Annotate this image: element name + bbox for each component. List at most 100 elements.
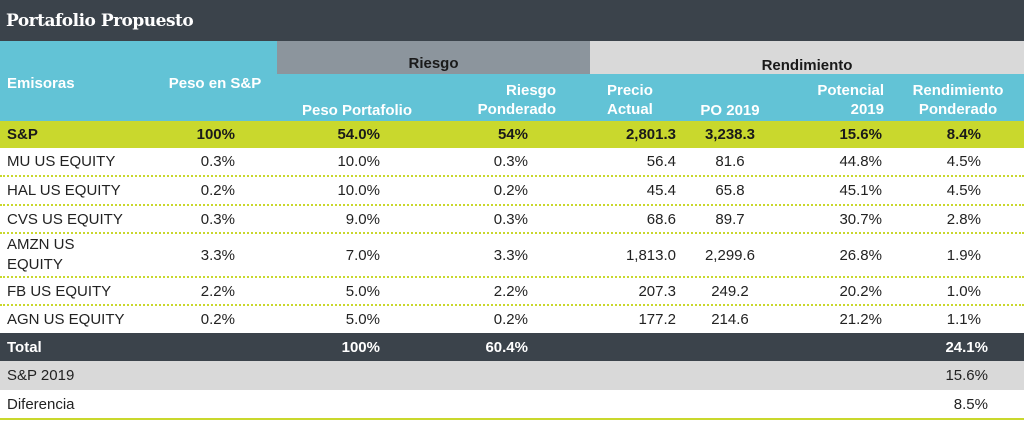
- cell-peso-sp: 0.3%: [200, 153, 235, 170]
- row-name: MU US EQUITY: [7, 153, 116, 170]
- cell-peso-sp: 2.2%: [200, 282, 235, 300]
- header-group-blank: [0, 41, 277, 74]
- cell-potencial: 45.1%: [839, 182, 882, 199]
- header-potencial-2: 2019: [850, 101, 884, 118]
- cell-rendimiento-ponderado: 15.6%: [945, 367, 988, 384]
- cell-rendimiento-ponderado: 4.5%: [946, 153, 981, 170]
- row-name: CVS US EQUITY: [7, 210, 123, 228]
- cell-rendimiento-ponderado: 1.0%: [946, 282, 981, 300]
- table-row: CVS US EQUITY 0.3% 9.0% 0.3% 68.6 89.7 3…: [0, 206, 1024, 232]
- cell-peso-sp: 0.2%: [200, 182, 235, 199]
- riesgo-group-label: Riesgo: [408, 55, 459, 72]
- cell-po-2019: 249.2: [711, 282, 749, 300]
- header-rendimiento-ponderado-2: Ponderado: [918, 101, 998, 118]
- cell-peso-sp: 100%: [196, 126, 235, 143]
- header-po-2019: PO 2019: [700, 102, 760, 119]
- cell-riesgo-ponderado: 0.2%: [493, 310, 528, 328]
- table-row: AMZN US EQUITY 3.3% 7.0% 3.3% 1,813.0 2,…: [0, 234, 1024, 276]
- header-emisoras: Emisoras: [7, 75, 75, 92]
- cell-precio-actual: 1,813.0: [625, 246, 676, 264]
- row-divider: [0, 204, 1024, 206]
- row-name: S&P: [7, 126, 38, 143]
- cell-peso-sp: 0.3%: [200, 210, 235, 228]
- cell-rendimiento-ponderado: 4.5%: [946, 182, 981, 199]
- row-divider: [0, 175, 1024, 177]
- header-group-rendimiento: Rendimiento: [590, 41, 1024, 74]
- cell-riesgo-ponderado: 2.2%: [493, 282, 528, 300]
- table-row-sp-2019: S&P 2019 15.6%: [0, 361, 1024, 390]
- cell-peso-portafolio: 10.0%: [337, 153, 380, 170]
- cell-potencial: 21.2%: [839, 310, 882, 328]
- row-name-line-2: EQUITY: [7, 256, 63, 273]
- cell-precio-actual: 177.2: [638, 310, 676, 328]
- table-bottom-rule: [0, 418, 1024, 420]
- page-title: Portafolio Propuesto: [6, 10, 194, 31]
- header-rendimiento-ponderado-1: Rendimiento: [912, 82, 1004, 99]
- header-precio-actual-1: Precio: [607, 82, 653, 99]
- row-name: HAL US EQUITY: [7, 182, 121, 199]
- row-divider: [0, 304, 1024, 306]
- cell-po-2019: 81.6: [715, 153, 745, 170]
- cell-peso-portafolio: 5.0%: [345, 282, 380, 300]
- cell-riesgo-ponderado: 3.3%: [493, 246, 528, 264]
- header-peso-sp: Peso en S&P: [168, 75, 262, 92]
- rendimiento-group-label: Rendimiento: [761, 57, 853, 74]
- cell-po-2019: 89.7: [715, 210, 745, 228]
- row-name: FB US EQUITY: [7, 282, 112, 300]
- cell-po-2019: 3,238.3: [704, 126, 756, 143]
- cell-po-2019: 65.8: [715, 182, 745, 199]
- row-divider: [0, 232, 1024, 234]
- cell-peso-sp: 3.3%: [200, 246, 235, 264]
- cell-riesgo-ponderado: 0.3%: [493, 210, 528, 228]
- cell-riesgo-ponderado: 0.3%: [493, 153, 528, 170]
- row-name: AMZN US EQUITY: [0, 234, 167, 276]
- table-row-sp: S&P 100% 54.0% 54% 2,801.3 3,238.3 15.6%…: [0, 121, 1024, 148]
- cell-precio-actual: 45.4: [646, 182, 676, 199]
- header-peso-portafolio: Peso Portafolio: [301, 102, 413, 119]
- table-row: HAL US EQUITY 0.2% 10.0% 0.2% 45.4 65.8 …: [0, 177, 1024, 204]
- cell-potencial: 15.6%: [839, 126, 882, 143]
- cell-potencial: 26.8%: [839, 246, 882, 264]
- header-band: [0, 74, 1024, 121]
- cell-potencial: 20.2%: [839, 282, 882, 300]
- cell-precio-actual: 2,801.3: [625, 126, 676, 143]
- cell-precio-actual: 68.6: [646, 210, 676, 228]
- table-row: AGN US EQUITY 0.2% 5.0% 0.2% 177.2 214.6…: [0, 306, 1024, 332]
- header-group-riesgo: Riesgo: [277, 41, 590, 74]
- cell-peso-portafolio: 9.0%: [345, 210, 380, 228]
- cell-rendimiento-ponderado: 8.5%: [953, 395, 988, 413]
- cell-peso-sp: 0.2%: [200, 310, 235, 328]
- cell-riesgo-ponderado: 60.4%: [485, 338, 528, 356]
- header-riesgo-ponderado-2: Ponderado: [477, 101, 556, 118]
- cell-rendimiento-ponderado: 1.9%: [946, 246, 981, 264]
- row-name: Total: [7, 338, 42, 356]
- table-row-total: Total 100% 60.4% 24.1%: [0, 333, 1024, 361]
- cell-potencial: 30.7%: [839, 210, 882, 228]
- header-precio-actual-2: Actual: [607, 101, 653, 118]
- table-row: FB US EQUITY 2.2% 5.0% 2.2% 207.3 249.2 …: [0, 278, 1024, 304]
- table-row: MU US EQUITY 0.3% 10.0% 0.3% 56.4 81.6 4…: [0, 148, 1024, 175]
- cell-peso-portafolio: 7.0%: [345, 246, 380, 264]
- title-bar: Portafolio Propuesto: [0, 0, 1024, 41]
- header-potencial-1: Potencial: [817, 82, 884, 99]
- header-riesgo-ponderado-1: Riesgo: [505, 82, 556, 99]
- cell-peso-portafolio: 100%: [341, 338, 380, 356]
- cell-po-2019: 2,299.6: [704, 246, 756, 264]
- cell-peso-portafolio: 5.0%: [345, 310, 380, 328]
- row-name: S&P 2019: [7, 367, 75, 384]
- cell-precio-actual: 207.3: [638, 282, 676, 300]
- cell-rendimiento-ponderado: 24.1%: [945, 338, 988, 356]
- cell-riesgo-ponderado: 0.2%: [493, 182, 528, 199]
- cell-riesgo-ponderado: 54%: [497, 126, 528, 143]
- row-name: AGN US EQUITY: [7, 310, 125, 328]
- table-row-diferencia: Diferencia 8.5%: [0, 390, 1024, 418]
- cell-po-2019: 214.6: [711, 310, 749, 328]
- cell-peso-portafolio: 10.0%: [337, 182, 380, 199]
- row-divider: [0, 276, 1024, 278]
- cell-potencial: 44.8%: [839, 153, 882, 170]
- cell-rendimiento-ponderado: 8.4%: [946, 126, 981, 143]
- cell-peso-portafolio: 54.0%: [337, 126, 380, 143]
- row-name: Diferencia: [7, 395, 75, 413]
- cell-rendimiento-ponderado: 1.1%: [946, 310, 981, 328]
